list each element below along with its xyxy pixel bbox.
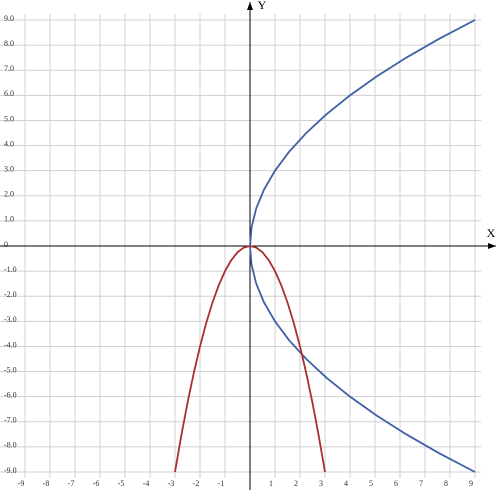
x-tick-label: 8 — [444, 479, 448, 488]
x-tick-label: -2 — [193, 479, 200, 488]
y-tick-label: 3.0 — [4, 164, 14, 173]
y-tick-label: 7.0 — [4, 64, 14, 73]
x-tick-label: -1 — [218, 479, 225, 488]
x-tick-label: 3 — [319, 479, 323, 488]
x-axis-label: X — [487, 226, 496, 240]
y-tick-label: 5.0 — [4, 114, 14, 123]
y-tick-label: -4.0 — [4, 340, 17, 349]
x-tick-label: 7 — [419, 479, 423, 488]
y-tick-label: 4.0 — [4, 139, 14, 148]
y-tick-label: 0 — [4, 240, 8, 249]
y-tick-label: -9.0 — [4, 466, 17, 475]
x-tick-label: -5 — [118, 479, 125, 488]
x-tick-label: 2 — [294, 479, 298, 488]
y-tick-label: -1.0 — [4, 265, 17, 274]
y-tick-label: -3.0 — [4, 315, 17, 324]
x-tick-label: -3 — [168, 479, 175, 488]
x-tick-label: 6 — [394, 479, 398, 488]
y-axis-arrow — [247, 2, 253, 10]
x-tick-label: 5 — [369, 479, 373, 488]
curve — [174, 245, 326, 473]
y-tick-label: 9.0 — [4, 14, 14, 23]
x-tick-label: -7 — [68, 479, 75, 488]
x-tick-label: -8 — [43, 479, 50, 488]
y-tick-label: 6.0 — [4, 89, 14, 98]
x-tick-label: -9 — [18, 479, 25, 488]
x-tick-label: -4 — [143, 479, 150, 488]
x-tick-label: 1 — [269, 479, 273, 488]
x-tick-label: -6 — [93, 479, 100, 488]
x-tick-label: 4 — [344, 479, 348, 488]
y-tick-label: -2.0 — [4, 290, 17, 299]
x-tick-label: 9 — [469, 479, 473, 488]
x-axis-arrow — [488, 243, 496, 249]
y-tick-label: 8.0 — [4, 39, 14, 48]
y-tick-label: -7.0 — [4, 416, 17, 425]
y-tick-label: -8.0 — [4, 441, 17, 450]
y-axis-label: Y — [258, 0, 267, 12]
y-tick-label: 2.0 — [4, 190, 14, 199]
y-tick-label: -5.0 — [4, 365, 17, 374]
y-tick-label: -6.0 — [4, 390, 17, 399]
y-tick-label: 1.0 — [4, 215, 14, 224]
